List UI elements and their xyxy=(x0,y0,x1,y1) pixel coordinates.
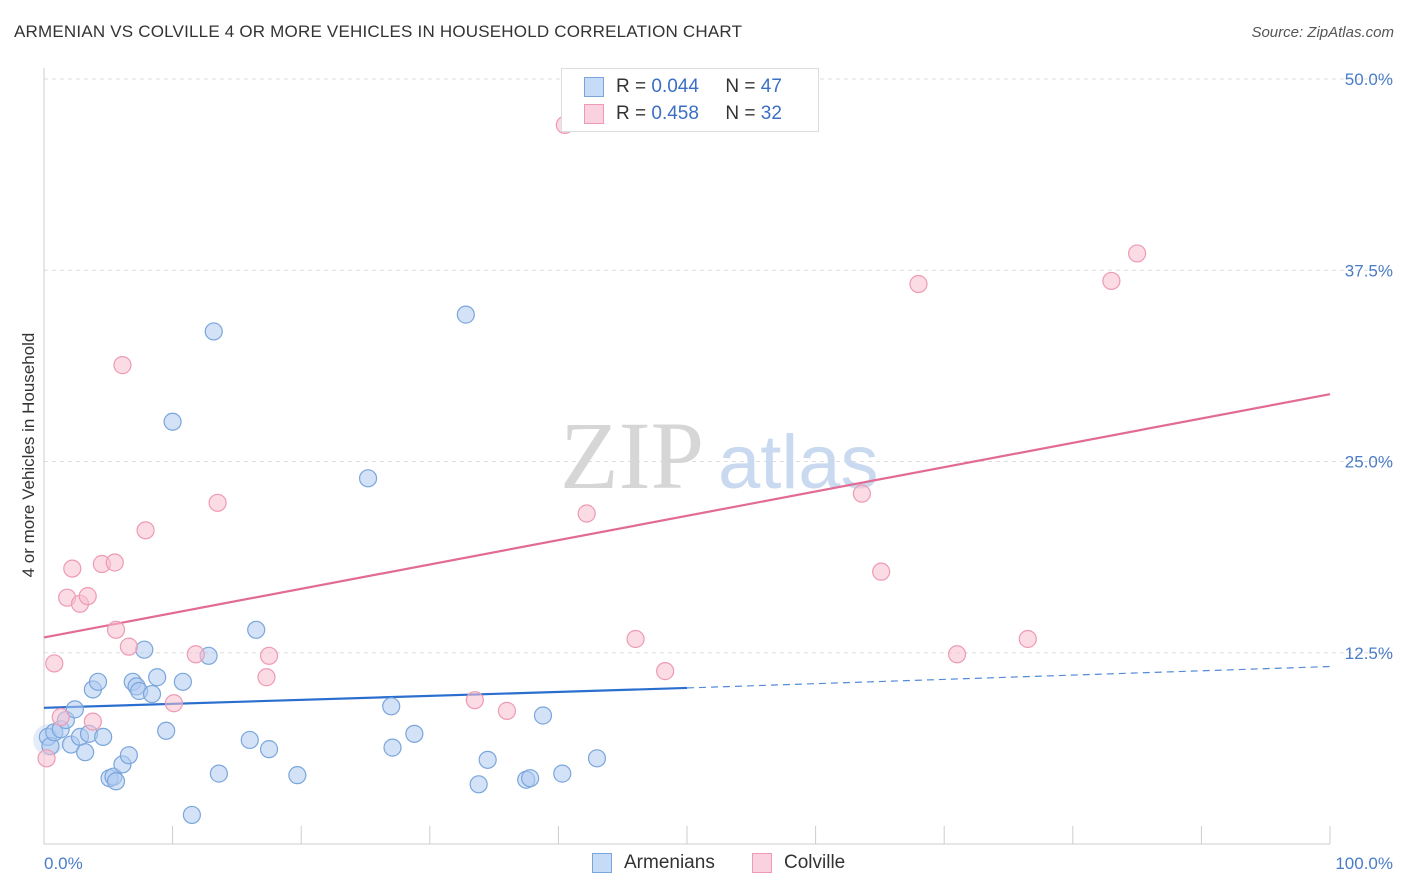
colville-point xyxy=(119,637,138,656)
colville-point xyxy=(1127,244,1147,263)
colville-point xyxy=(852,484,871,503)
colville-point xyxy=(63,559,82,578)
colville-point xyxy=(78,587,97,606)
armenians-point xyxy=(521,769,540,788)
y-axis-label: 4 or more Vehicles in Household xyxy=(19,333,38,578)
correlation-legend: R = 0.044 N = 47 R = 0.458 N = 32 xyxy=(561,68,819,132)
armenians-point xyxy=(106,772,126,791)
armenians-trend-line xyxy=(43,686,688,709)
n-value: 32 xyxy=(760,103,782,124)
r-value: 0.044 xyxy=(651,76,699,97)
armenians-point xyxy=(173,672,192,691)
legend-row-colville: R = 0.458 N = 32 xyxy=(584,102,782,126)
data-points xyxy=(33,115,1147,825)
colville-point xyxy=(947,645,967,664)
x-tick-label-min: 0.0% xyxy=(44,854,83,873)
n-label: N = xyxy=(725,103,756,124)
colville-swatch xyxy=(584,104,604,124)
armenians-point xyxy=(182,805,201,825)
y-tick-label: 12.5% xyxy=(1345,644,1393,663)
armenians-point xyxy=(288,766,307,785)
armenians-label: Armenians xyxy=(624,852,715,873)
colville-point xyxy=(577,504,596,523)
colville-swatch xyxy=(752,853,772,873)
r-label: R = xyxy=(616,103,647,124)
colville-point xyxy=(51,707,70,727)
colville-point xyxy=(37,749,56,768)
armenians-point xyxy=(204,322,223,341)
chart-title: ARMENIAN VS COLVILLE 4 OR MORE VEHICLES … xyxy=(14,22,743,41)
armenians-swatch xyxy=(584,77,604,97)
n-label: N = xyxy=(725,76,756,97)
armenians-trend-extension xyxy=(686,665,1331,689)
colville-point xyxy=(136,521,155,540)
armenians-swatch xyxy=(592,853,612,873)
armenians-point xyxy=(65,700,84,719)
y-axis-tick-labels: 12.5% 25.0% 37.5% 50.0% xyxy=(1345,70,1393,663)
watermark-zip: ZIP xyxy=(560,402,704,509)
armenians-point xyxy=(88,672,108,691)
colville-point xyxy=(872,562,891,581)
colville-point xyxy=(83,712,102,731)
armenians-point xyxy=(456,305,475,324)
bottom-legend-colville: Colville xyxy=(752,852,845,874)
colville-trend-line xyxy=(43,393,1331,639)
colville-point xyxy=(259,646,279,665)
armenians-point xyxy=(76,743,95,762)
trend-lines xyxy=(43,393,1331,709)
y-tick-label: 50.0% xyxy=(1345,70,1393,89)
armenians-point xyxy=(148,668,167,687)
x-tick-label-max: 100.0% xyxy=(1335,854,1393,873)
colville-point xyxy=(257,668,276,687)
armenians-point xyxy=(553,764,572,783)
armenians-point xyxy=(247,620,266,639)
y-tick-label: 25.0% xyxy=(1345,453,1393,472)
armenians-point xyxy=(587,749,607,768)
armenians-point xyxy=(533,706,553,725)
colville-point xyxy=(105,553,124,572)
colville-point xyxy=(208,493,227,512)
colville-point xyxy=(497,701,517,720)
colville-label: Colville xyxy=(784,852,846,873)
armenians-point xyxy=(157,721,176,740)
colville-point xyxy=(45,654,64,673)
armenians-point xyxy=(119,746,138,765)
colville-point xyxy=(1018,629,1037,649)
armenians-point xyxy=(209,764,228,783)
armenians-point xyxy=(382,697,401,716)
armenians-point xyxy=(358,469,378,488)
colville-point xyxy=(465,691,484,710)
y-tick-label: 37.5% xyxy=(1345,261,1393,280)
colville-point xyxy=(626,629,645,649)
armenians-point xyxy=(478,750,497,769)
armenians-point xyxy=(142,684,162,704)
watermark-atlas: atlas xyxy=(718,420,879,505)
colville-point xyxy=(909,274,928,294)
colville-point xyxy=(186,645,205,664)
armenians-point xyxy=(135,640,154,659)
armenians-point xyxy=(94,727,113,747)
bottom-legend-armenians: Armenians xyxy=(592,852,715,874)
armenians-point xyxy=(163,412,182,431)
r-label: R = xyxy=(616,76,647,97)
source-label: Source: ZipAtlas.com xyxy=(1251,24,1394,41)
armenians-point xyxy=(383,738,402,757)
armenians-point xyxy=(469,775,488,794)
colville-point xyxy=(1102,271,1121,291)
colville-point xyxy=(113,356,132,375)
legend-row-armenians: R = 0.044 N = 47 xyxy=(584,75,782,99)
colville-point xyxy=(106,620,126,639)
colville-point xyxy=(656,662,675,681)
armenians-point xyxy=(405,724,424,743)
armenians-point xyxy=(259,740,279,759)
x-axis-ticks xyxy=(43,826,1331,844)
armenians-point xyxy=(240,730,259,750)
n-value: 47 xyxy=(760,76,782,97)
r-value: 0.458 xyxy=(651,103,699,124)
colville-point xyxy=(164,694,183,713)
